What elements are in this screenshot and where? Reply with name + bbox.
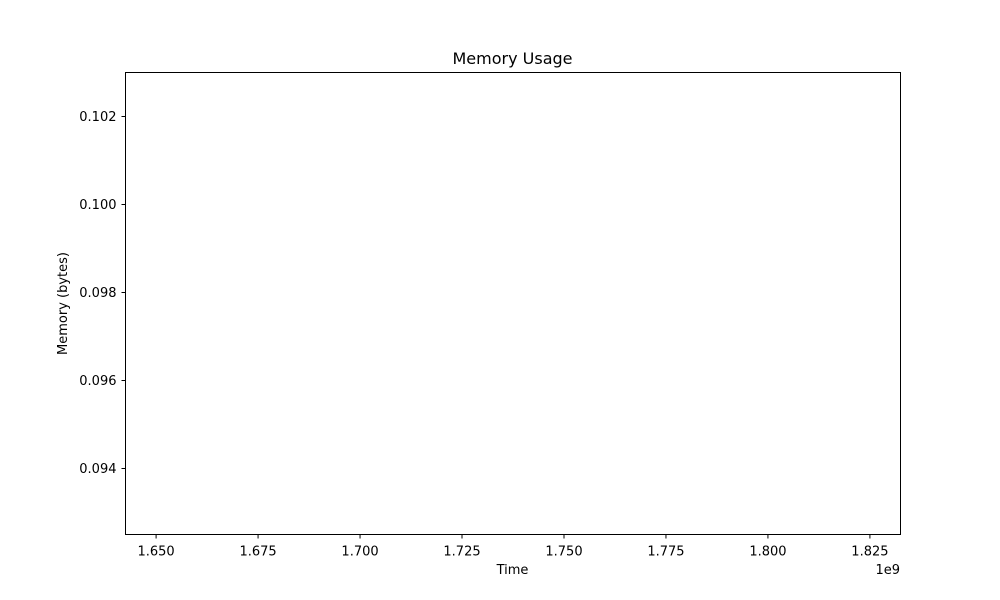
x-tick-label: 1.775 xyxy=(647,545,684,560)
plot-area-frame xyxy=(125,72,901,535)
y-tick-label: 0.096 xyxy=(79,374,116,389)
x-tick-label: 1.675 xyxy=(239,545,276,560)
y-tick-label: 0.102 xyxy=(79,110,116,125)
x-tick-label: 1.750 xyxy=(545,545,582,560)
y-axis: 0.094 0.096 0.098 0.100 0.102 xyxy=(79,110,126,477)
x-tick-label: 1.825 xyxy=(851,545,888,560)
x-tick-label: 1.725 xyxy=(443,545,480,560)
x-axis-offset-label: 1e9 xyxy=(875,563,900,578)
y-tick-label: 0.098 xyxy=(79,286,116,301)
x-tick-label: 1.650 xyxy=(137,545,174,560)
x-tick-label: 1.700 xyxy=(341,545,378,560)
x-axis-label: Time xyxy=(496,563,529,578)
x-tick-label: 1.800 xyxy=(749,545,786,560)
y-tick-label: 0.100 xyxy=(79,198,116,213)
x-axis: 1.650 1.675 1.700 1.725 1.750 1.775 1.800 1.825 xyxy=(137,534,889,560)
chart-title: Memory Usage xyxy=(452,49,572,68)
y-axis-label: Memory (bytes) xyxy=(56,252,71,355)
y-tick-label: 0.094 xyxy=(79,462,116,477)
